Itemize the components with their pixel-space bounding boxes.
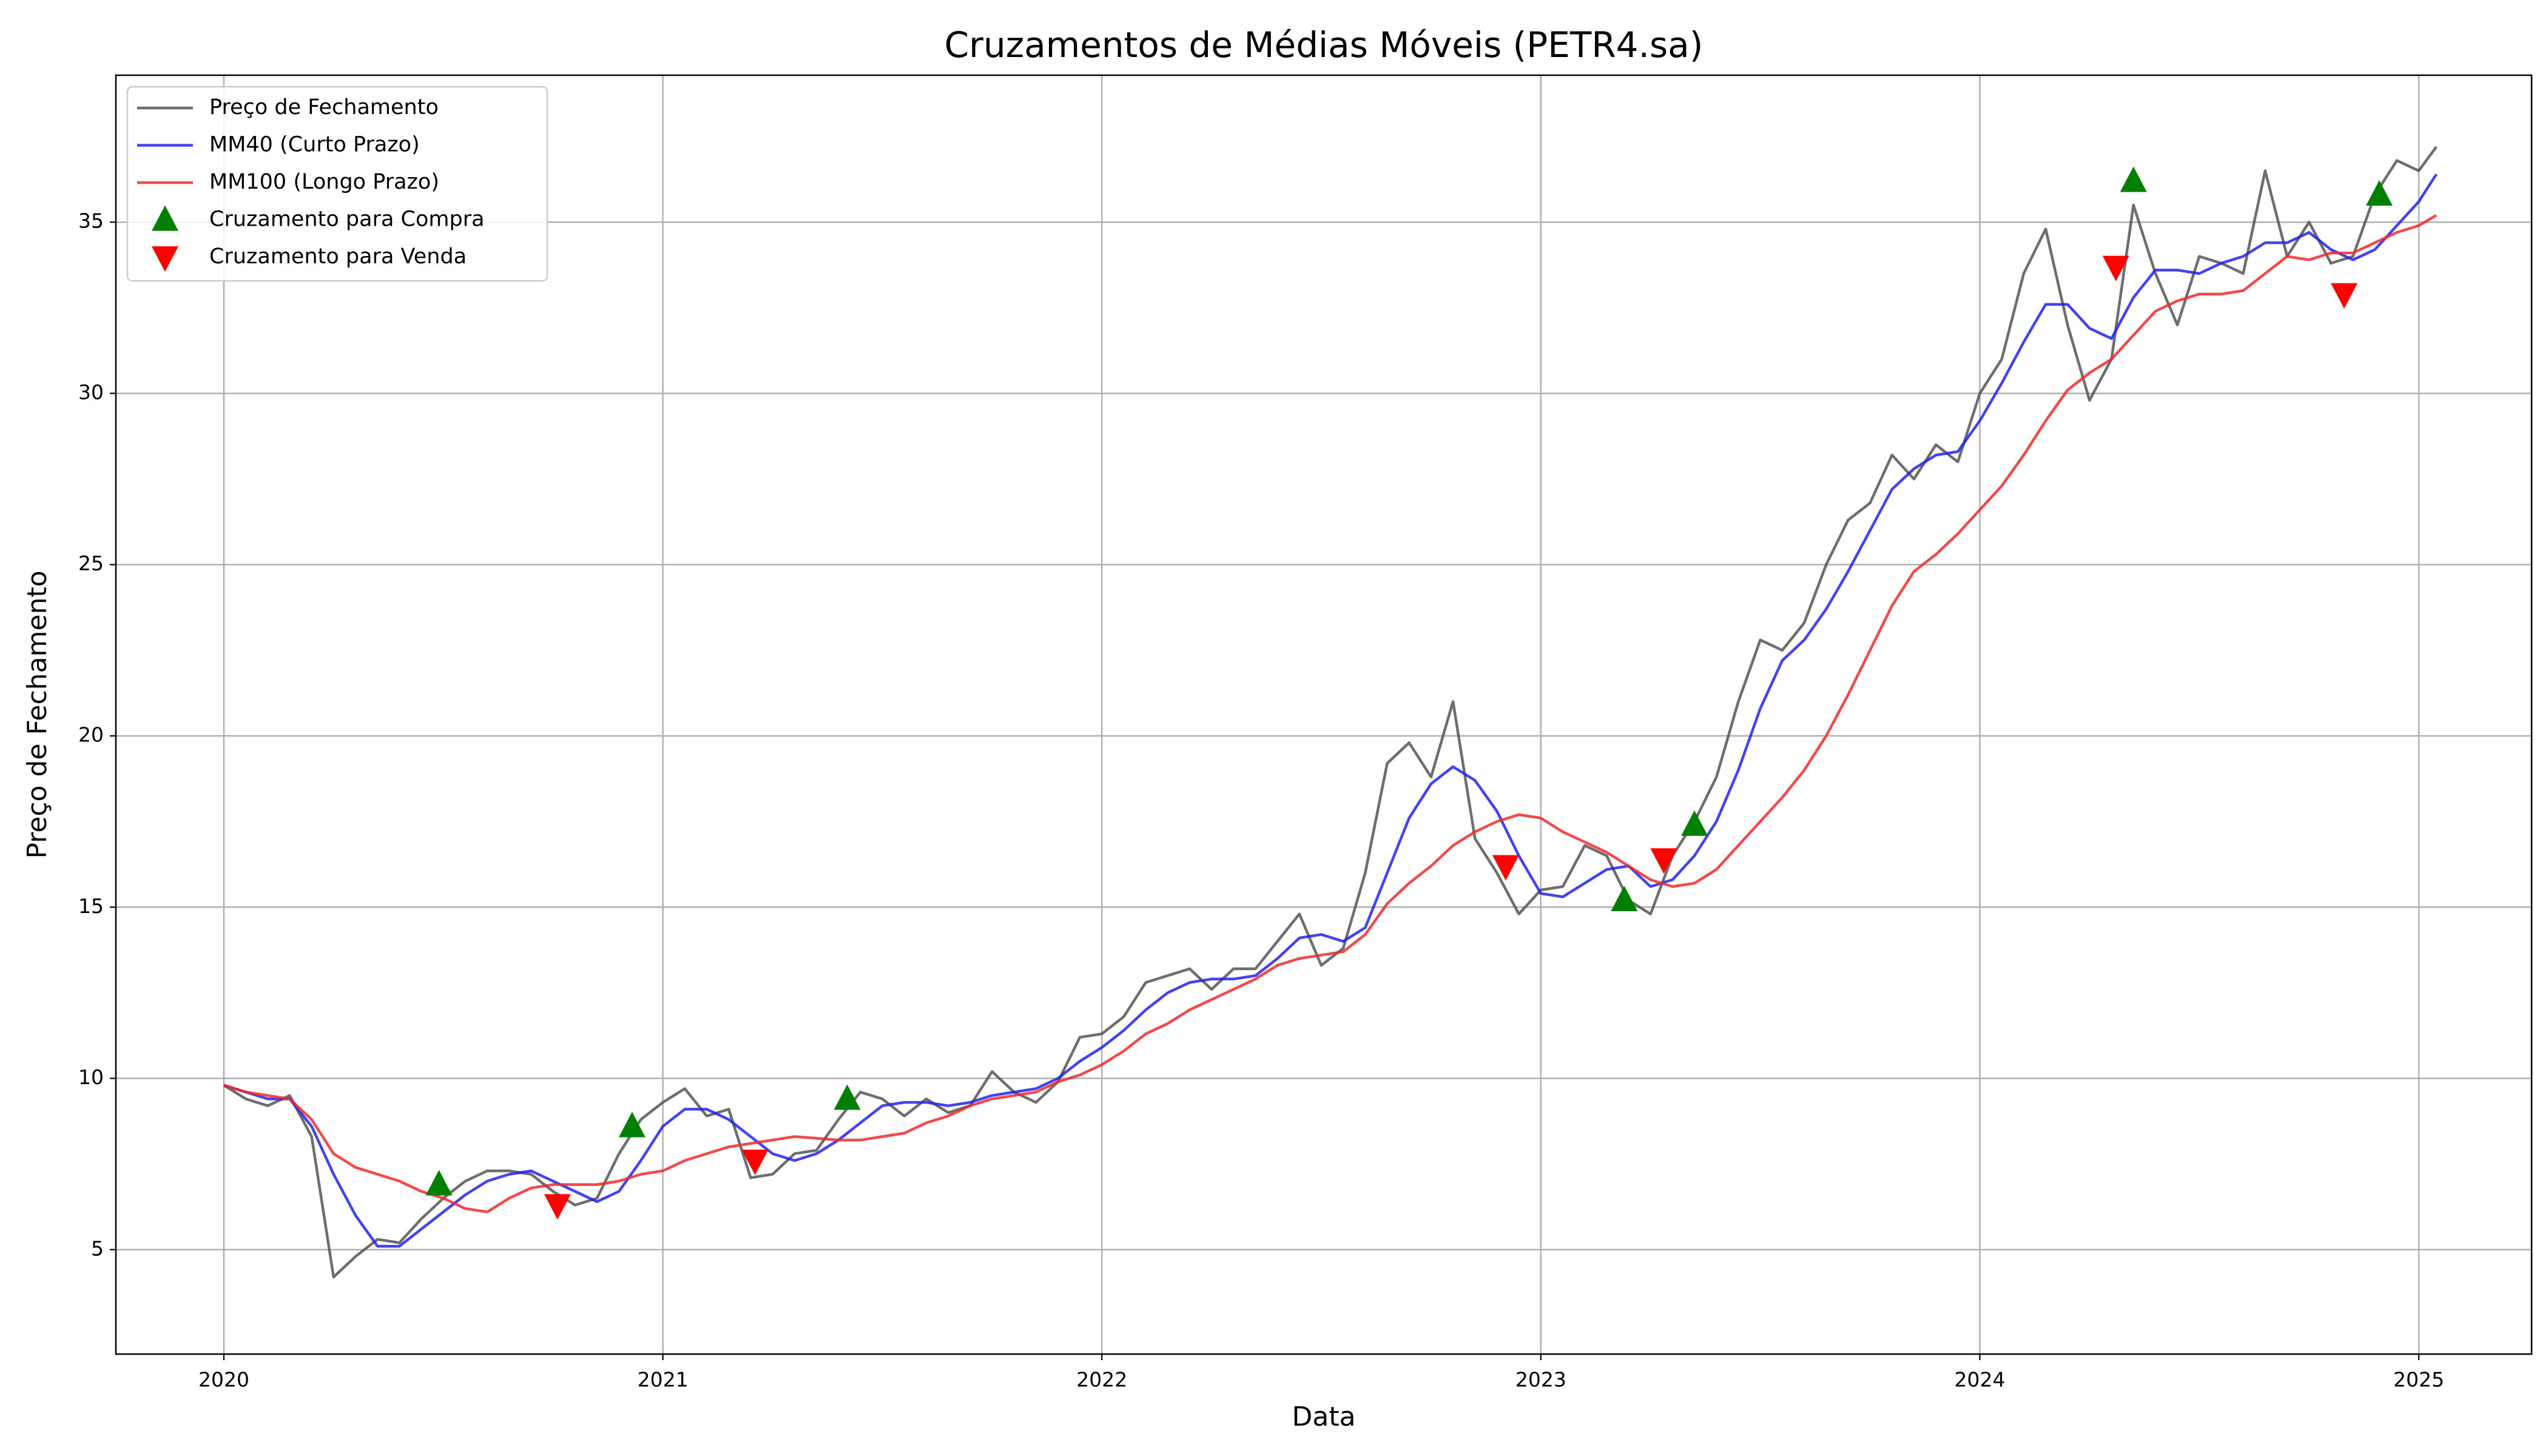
crossover-marker (1492, 855, 1519, 881)
crossover-marker (2331, 283, 2358, 309)
crossover-marker (544, 1194, 571, 1220)
legend-box (126, 86, 548, 282)
x-tick-label: 2020 (198, 1368, 249, 1392)
x-tick-label: 2025 (2393, 1368, 2444, 1392)
crossover-marker (741, 1150, 769, 1176)
crossover-marker (2120, 166, 2147, 192)
line-series (223, 214, 2438, 1213)
legend-swatch (152, 246, 178, 272)
y-tick-label: 25 (78, 551, 104, 575)
crossover-marker (1611, 885, 1638, 911)
y-axis-label: Preço de Fechamento (22, 570, 53, 858)
y-tick-label: 30 (78, 380, 104, 404)
x-tick-label: 2024 (1954, 1368, 2005, 1392)
y-tick-label: 35 (78, 209, 104, 233)
crossover-marker (2102, 255, 2129, 281)
chart-title: Cruzamentos de Médias Móveis (PETR4.sa) (945, 24, 1704, 66)
crossover-marker (2365, 180, 2393, 206)
legend: Preço de Fechamento MM40 (Curto Prazo) MM1… (126, 86, 548, 282)
crossover-marker (425, 1170, 453, 1196)
y-tick-label: 20 (78, 723, 104, 747)
x-tick-label: 2023 (1515, 1368, 1566, 1392)
crossover-marker (1650, 848, 1677, 874)
crossover-marker (618, 1111, 645, 1138)
plot-frame (115, 74, 2533, 1355)
legend-label: MM40 (Curto Prazo) (209, 133, 420, 157)
legend-label: MM100 (Longo Prazo) (209, 170, 439, 194)
x-axis-label: Data (1292, 1401, 1355, 1432)
y-tick-label: 5 (91, 1236, 104, 1260)
legend-label: Cruzamento para Venda (209, 244, 467, 269)
x-tick-label: 2022 (1076, 1368, 1127, 1392)
crossover-marker (834, 1084, 861, 1110)
line-series (223, 173, 2438, 1248)
y-tick-label: 15 (78, 894, 104, 918)
legend-swatch (152, 205, 178, 231)
crossover-marker (1681, 810, 1708, 836)
x-tick-label: 2021 (638, 1368, 689, 1392)
legend-label: Preço de Fechamento (209, 95, 439, 120)
legend-label: Cruzamento para Compra (209, 207, 485, 232)
y-tick-label: 10 (78, 1065, 104, 1089)
